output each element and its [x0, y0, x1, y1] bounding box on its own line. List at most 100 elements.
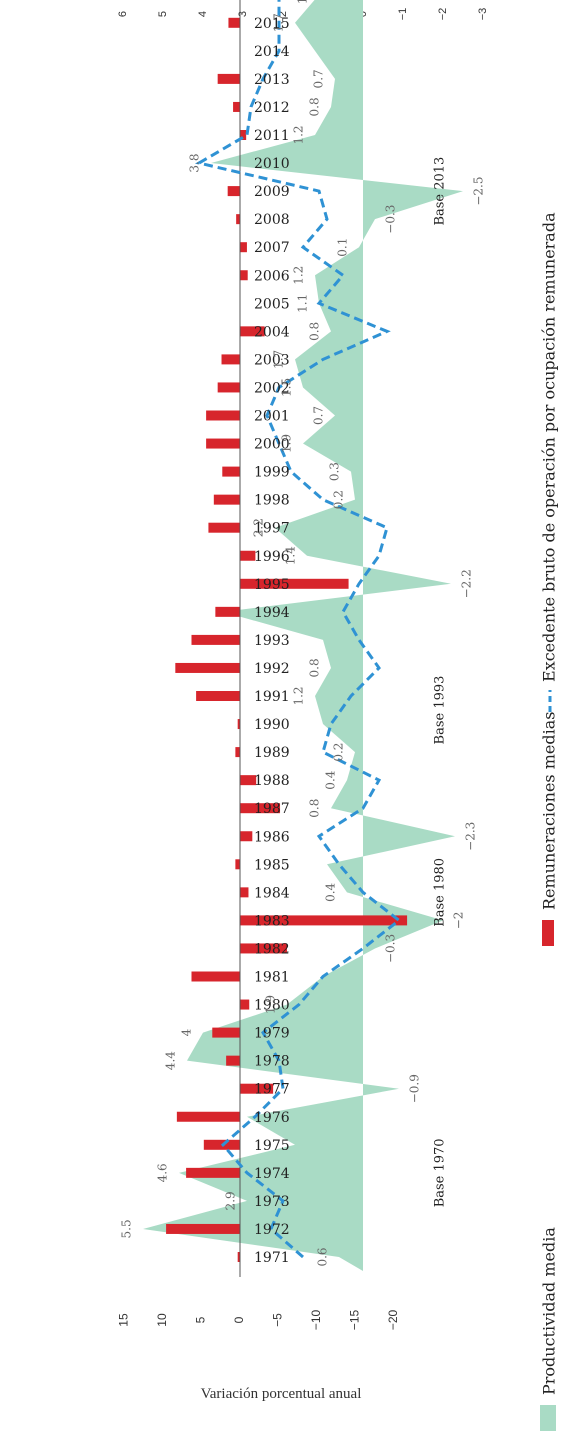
left-axis-tick-label: −10 [309, 1309, 323, 1330]
year-tick-label: 1984 [254, 885, 290, 901]
year-tick-label: 2001 [254, 409, 290, 425]
productivity-data-label: 4 [180, 1028, 194, 1036]
remuneration-bar [175, 662, 240, 673]
productivity-data-label: 1.7 [272, 350, 286, 369]
remuneration-bar [206, 438, 240, 449]
productivity-data-label: −2.5 [472, 177, 486, 206]
remuneration-bar [227, 186, 240, 197]
productivity-data-label: 1.9 [264, 995, 278, 1014]
remuneration-bar [166, 1223, 240, 1234]
remuneration-bar [237, 1252, 240, 1262]
right-axis-tick-label: 5 [157, 11, 169, 17]
productivity-data-label: 5.5 [120, 1219, 134, 1238]
right-axis-tick-label: −2 [437, 8, 449, 21]
productivity-data-label: 0.8 [308, 97, 322, 116]
year-tick-label: 2008 [254, 212, 290, 228]
remuneration-bar [240, 550, 256, 561]
year-tick-label: 2007 [254, 240, 290, 256]
year-tick-label: 1979 [254, 1026, 290, 1042]
year-tick-label: 1973 [254, 1194, 290, 1210]
year-tick-label: 1995 [254, 577, 290, 593]
remuneration-bar [240, 578, 349, 589]
productivity-data-label: 0.7 [312, 69, 326, 88]
productivity-data-label: 0.3 [328, 462, 342, 481]
year-tick-label: 1989 [254, 745, 290, 761]
year-tick-label: 2002 [254, 380, 290, 396]
year-tick-label: 1994 [254, 605, 290, 621]
left-axis-tick-label: −5 [271, 1313, 285, 1327]
remuneration-bar [240, 326, 265, 337]
year-tick-label: 1972 [254, 1222, 290, 1238]
year-tick-label: 1991 [254, 689, 290, 705]
productivity-data-label: −2 [452, 912, 466, 930]
legend-label-remuneration: Remuneraciones medias [540, 712, 559, 910]
year-tick-label: 2003 [254, 352, 290, 368]
year-tick-label: 2009 [254, 184, 290, 200]
productivity-data-label: 2.9 [224, 1191, 238, 1210]
year-tick-label: 1987 [254, 801, 290, 817]
year-tick-label: 1978 [254, 1054, 290, 1070]
remuneration-bar [240, 887, 249, 898]
legend-label-excedente: Excedente bruto de operación por ocupaci… [540, 212, 559, 682]
y-axis-title: Variación porcentual anual [200, 1386, 362, 1402]
right-axis-tick-label: 6 [117, 11, 129, 17]
left-axis-tick-label: 0 [232, 1316, 246, 1323]
productivity-data-label: 3.8 [188, 154, 202, 173]
productivity-data-label: 4.6 [156, 1163, 170, 1182]
productivity-data-label: −2.3 [464, 822, 478, 851]
remuneration-bar [240, 1083, 274, 1094]
remuneration-bar [235, 859, 240, 870]
year-tick-label: 1998 [254, 493, 290, 509]
year-tick-label: 1992 [254, 661, 290, 677]
left-axis-tick-label: −20 [386, 1309, 400, 1330]
remuneration-bar [215, 606, 240, 617]
remuneration-bar [240, 803, 281, 814]
remuneration-bar [233, 101, 240, 112]
legend-label-productivity: Productividad media [540, 1227, 559, 1395]
remuneration-bar [217, 382, 240, 393]
remuneration-bar [240, 242, 247, 253]
year-tick-label: 2014 [254, 44, 290, 60]
year-tick-label: 1977 [254, 1082, 290, 1098]
left-axis-tick-label: −15 [348, 1309, 362, 1330]
remuneration-bar [226, 1055, 240, 1066]
year-tick-label: 1981 [254, 970, 290, 986]
year-tick-label: 1999 [254, 465, 290, 481]
productivity-data-label: 0.2 [332, 743, 346, 762]
remuneration-bar [208, 522, 240, 533]
year-tick-label: 2015 [254, 16, 290, 32]
productivity-data-label: 1.7 [272, 13, 286, 32]
productivity-data-label: 1.4 [284, 546, 298, 565]
right-axis-tick-label: 3 [237, 11, 249, 17]
productivity-data-label: 1.1 [296, 294, 310, 313]
remuneration-bar [228, 17, 240, 28]
remuneration-bar [240, 130, 247, 140]
productivity-data-label: 0.1 [336, 238, 350, 257]
productivity-data-label: 0.2 [332, 490, 346, 509]
productivity-data-label: 0.8 [308, 322, 322, 341]
productivity-data-label: 1.2 [292, 686, 306, 705]
remuneration-bar [240, 775, 257, 786]
productivity-data-label: 1.2 [292, 266, 306, 285]
year-tick-label: 1983 [254, 913, 290, 929]
left-axis-tick-label: 5 [194, 1316, 208, 1323]
productivity-area [143, 0, 463, 1271]
right-axis-tick-label: −1 [397, 8, 409, 21]
year-tick-label: 2000 [254, 437, 290, 453]
year-tick-label: 1971 [254, 1250, 290, 1266]
right-axis-tick-label: −3 [477, 8, 489, 21]
remuneration-bar [240, 270, 248, 281]
base-annotation: Base 1970 [433, 1138, 448, 1207]
remuneration-bar [213, 494, 240, 505]
year-tick-label: 2012 [254, 100, 290, 116]
productivity-data-label: 1.9 [280, 434, 294, 453]
productivity-data-label: 1.1 [296, 0, 310, 4]
year-tick-label: 1986 [254, 829, 290, 845]
remuneration-bar [191, 634, 240, 645]
productivity-data-label: 1.2 [292, 125, 306, 144]
year-tick-label: 2010 [254, 156, 290, 172]
right-axis-tick-label: 2 [277, 11, 289, 17]
productivity-data-label: 0.7 [312, 406, 326, 425]
year-tick-label: 1976 [254, 1110, 290, 1126]
